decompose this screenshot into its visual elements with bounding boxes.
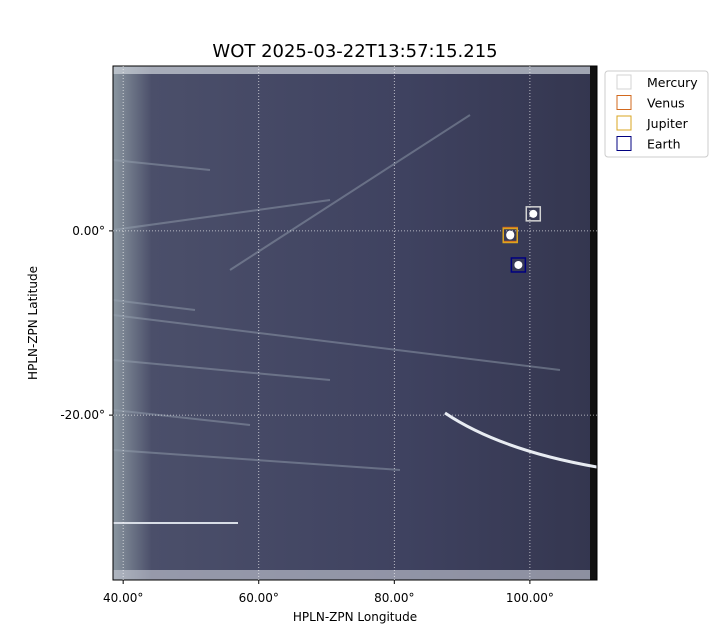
y-tick-label: 0.00° — [72, 224, 105, 238]
legend-swatch — [616, 136, 632, 151]
legend-label: Venus — [647, 96, 685, 111]
legend-frame — [604, 70, 709, 158]
planet-marker — [510, 257, 527, 273]
planet-marker — [525, 206, 542, 222]
y-tick-label: -20.00° — [60, 408, 105, 422]
x-axis-label: HPLN-ZPN Longitude — [293, 610, 417, 624]
legend-swatch — [616, 95, 632, 110]
y-axis-label: HPLN-ZPN Latitude — [26, 266, 40, 380]
x-tick-label: 80.00° — [374, 591, 414, 605]
x-tick-label: 40.00° — [103, 591, 143, 605]
planet-marker — [502, 227, 518, 244]
legend-label: Jupiter — [646, 116, 689, 131]
legend-swatch — [616, 115, 632, 131]
legend-label: Mercury — [647, 75, 698, 90]
planet-glow — [514, 260, 523, 269]
plot-frame — [112, 65, 598, 581]
x-tick-label: 100.00° — [506, 591, 554, 605]
legend: Mercury Venus Jupiter Earth — [604, 70, 709, 158]
legend-label: Earth — [647, 137, 681, 152]
x-tick-label: 60.00° — [239, 591, 279, 605]
planet-glow — [506, 231, 515, 240]
planet-glow — [529, 209, 538, 218]
sky-image — [113, 66, 597, 580]
legend-swatch — [616, 74, 632, 90]
chart-title: WOT 2025-03-22T13:57:15.215 — [212, 41, 497, 62]
